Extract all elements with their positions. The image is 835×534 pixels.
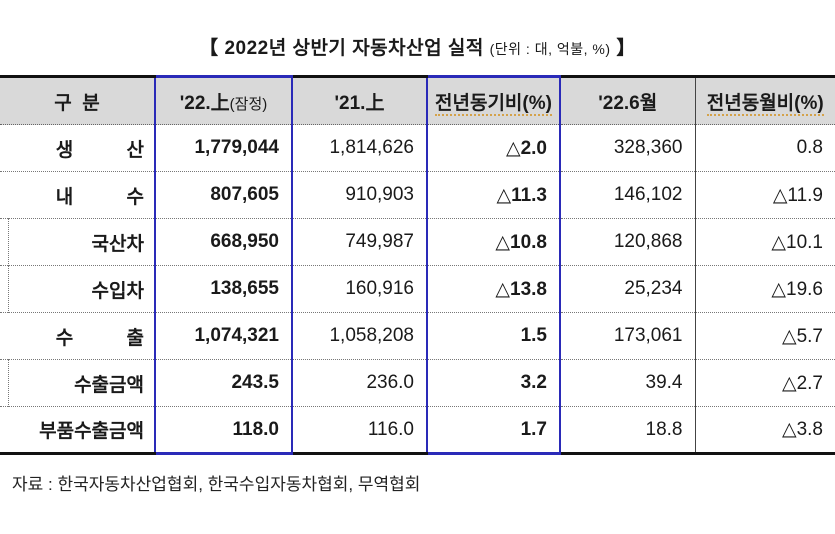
cell-june-2022: 39.4 [560, 359, 695, 407]
row-label: 수입차 [0, 264, 155, 313]
row-label: 생 산 [0, 124, 155, 172]
table-row-export-amount: 수출금액 243.5 236.0 3.2 39.4 △2.7 [0, 358, 835, 407]
cell-yoy-half: 1.7 [426, 406, 561, 455]
cell-2021-h1: 749,987 [292, 218, 427, 266]
header-row: 구 분 '22.上(잠정) '21.上 전년동기비(%) '22.6월 전년동월… [0, 75, 835, 125]
auto-industry-table: 구 분 '22.上(잠정) '21.上 전년동기비(%) '22.6월 전년동월… [0, 75, 835, 455]
cell-yoy-half: △13.8 [426, 265, 561, 313]
cell-yoy-month: △11.9 [694, 171, 835, 219]
cell-2022-h1: 118.0 [154, 406, 293, 455]
cell-2022-h1: 243.5 [154, 359, 293, 407]
source-note: 자료 : 한국자동차산업협회, 한국수입자동차협회, 무역협회 [12, 475, 421, 494]
header-june-2022: '22.6월 [560, 75, 695, 125]
cell-yoy-month: △3.8 [694, 406, 835, 455]
cell-2021-h1: 1,814,626 [292, 124, 427, 172]
cell-yoy-half: △10.8 [426, 218, 561, 266]
cell-2021-h1: 160,916 [292, 265, 427, 313]
cell-2022-h1: 1,074,321 [154, 312, 293, 360]
row-label: 수출금액 [0, 358, 155, 407]
title-unit: (단위 : 대, 억불, %) [489, 41, 611, 57]
cell-june-2022: 25,234 [560, 265, 695, 313]
cell-yoy-half: △11.3 [426, 171, 561, 219]
cell-june-2022: 146,102 [560, 171, 695, 219]
cell-yoy-month: △10.1 [694, 218, 835, 266]
cell-2022-h1: 138,655 [154, 265, 293, 313]
title-main: 【 2022년 상반기 자동차산업 실적 [199, 38, 484, 59]
header-category: 구 분 [0, 75, 155, 125]
cell-2021-h1: 116.0 [292, 406, 427, 455]
header-yoy-half: 전년동기비(%) [426, 75, 561, 125]
title-close: 】 [616, 38, 636, 59]
header-2021-h1: '21.上 [292, 75, 427, 125]
cell-2022-h1: 668,950 [154, 218, 293, 266]
row-label: 국산차 [0, 217, 155, 266]
cell-yoy-half: △2.0 [426, 124, 561, 172]
table-row-imported: 수입차 138,655 160,916 △13.8 25,234 △19.6 [0, 264, 835, 313]
cell-2022-h1: 807,605 [154, 171, 293, 219]
table-title: 【 2022년 상반기 자동차산업 실적 (단위 : 대, 억불, %) 】 [0, 33, 835, 60]
table-row-parts-export: 부품수출금액 118.0 116.0 1.7 18.8 △3.8 [0, 406, 835, 455]
table-row-production: 생 산 1,779,044 1,814,626 △2.0 328,360 0.8 [0, 124, 835, 172]
cell-2021-h1: 910,903 [292, 171, 427, 219]
cell-yoy-month: △19.6 [694, 265, 835, 313]
cell-yoy-half: 3.2 [426, 359, 561, 407]
cell-2022-h1: 1,779,044 [154, 124, 293, 172]
cell-yoy-month: △5.7 [694, 312, 835, 360]
table-row-domestic-brand: 국산차 668,950 749,987 △10.8 120,868 △10.1 [0, 217, 835, 266]
cell-june-2022: 173,061 [560, 312, 695, 360]
header-yoy-month: 전년동월비(%) [694, 75, 835, 125]
cell-yoy-month: 0.8 [694, 124, 835, 172]
cell-june-2022: 328,360 [560, 124, 695, 172]
cell-june-2022: 18.8 [560, 406, 695, 455]
table-row-export: 수 출 1,074,321 1,058,208 1.5 173,061 △5.7 [0, 312, 835, 360]
row-label: 부품수출금액 [0, 406, 155, 455]
table-row-domestic: 내 수 807,605 910,903 △11.3 146,102 △11.9 [0, 171, 835, 219]
cell-2021-h1: 1,058,208 [292, 312, 427, 360]
cell-yoy-month: △2.7 [694, 359, 835, 407]
header-2022-h1: '22.上(잠정) [154, 75, 293, 125]
row-label: 수 출 [0, 312, 155, 360]
cell-2021-h1: 236.0 [292, 359, 427, 407]
row-label: 내 수 [0, 171, 155, 219]
cell-june-2022: 120,868 [560, 218, 695, 266]
cell-yoy-half: 1.5 [426, 312, 561, 360]
